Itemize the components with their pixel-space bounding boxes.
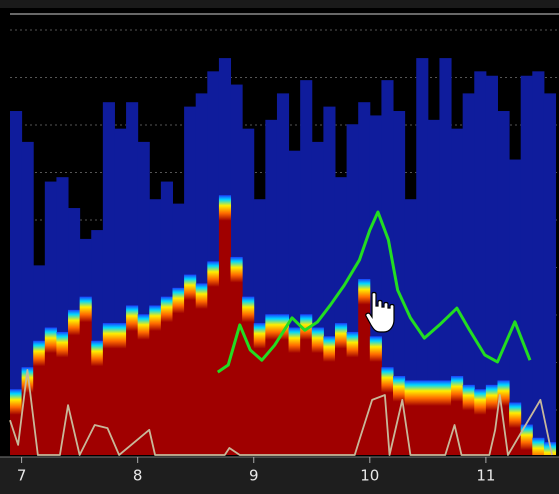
spectrum-column bbox=[277, 314, 289, 455]
x-tick-label: 8 bbox=[133, 467, 143, 485]
spectrum-column bbox=[474, 389, 486, 455]
spectrum-column bbox=[91, 341, 103, 455]
x-tick-label: 10 bbox=[360, 467, 379, 485]
spectrum-column bbox=[242, 297, 254, 455]
spectrum-column bbox=[358, 279, 370, 455]
spectrum-column bbox=[126, 305, 138, 455]
spectrum-column bbox=[196, 283, 208, 455]
spectrum-column bbox=[265, 314, 277, 455]
spectrum-column bbox=[463, 385, 475, 455]
page: {"chart_data": { "type": "bar", "xlim": … bbox=[0, 0, 559, 494]
spectrum-column bbox=[347, 332, 359, 455]
spectrum-column bbox=[254, 323, 266, 455]
chart: 7 8 9 10 11 bbox=[0, 0, 559, 494]
spectrum-column bbox=[405, 380, 417, 455]
spectrum-column bbox=[300, 314, 312, 455]
spectrum-column bbox=[451, 376, 463, 455]
spectrum-column bbox=[416, 380, 428, 455]
spectrum-column bbox=[509, 402, 521, 455]
spectrum-column bbox=[532, 438, 544, 455]
spectrum-column bbox=[289, 328, 301, 455]
spectrum-column bbox=[323, 336, 335, 455]
bar bbox=[521, 76, 533, 455]
spectrum-column bbox=[184, 275, 196, 455]
spectrum-column bbox=[428, 380, 440, 455]
spectrum-column bbox=[370, 336, 382, 455]
spectrum-column bbox=[149, 305, 161, 455]
spectrum-column bbox=[172, 288, 184, 455]
x-tick-label: 7 bbox=[17, 467, 27, 485]
x-tick-label: 11 bbox=[476, 467, 495, 485]
spectrum-column bbox=[114, 323, 126, 455]
spectrum-column bbox=[207, 261, 219, 455]
spectrum-column bbox=[45, 328, 57, 455]
top-bar bbox=[0, 0, 559, 8]
spectrum-column bbox=[439, 380, 451, 455]
x-tick-label: 9 bbox=[249, 467, 259, 485]
spectrum-column bbox=[312, 328, 324, 455]
spectrum-column bbox=[219, 195, 231, 455]
spectrum-column bbox=[103, 323, 115, 455]
spectrum-column bbox=[335, 323, 347, 455]
spectrum-column bbox=[161, 297, 173, 455]
spectrum-column bbox=[80, 297, 92, 455]
x-axis-band bbox=[0, 457, 559, 494]
bar bbox=[532, 71, 544, 455]
bar bbox=[544, 93, 556, 455]
